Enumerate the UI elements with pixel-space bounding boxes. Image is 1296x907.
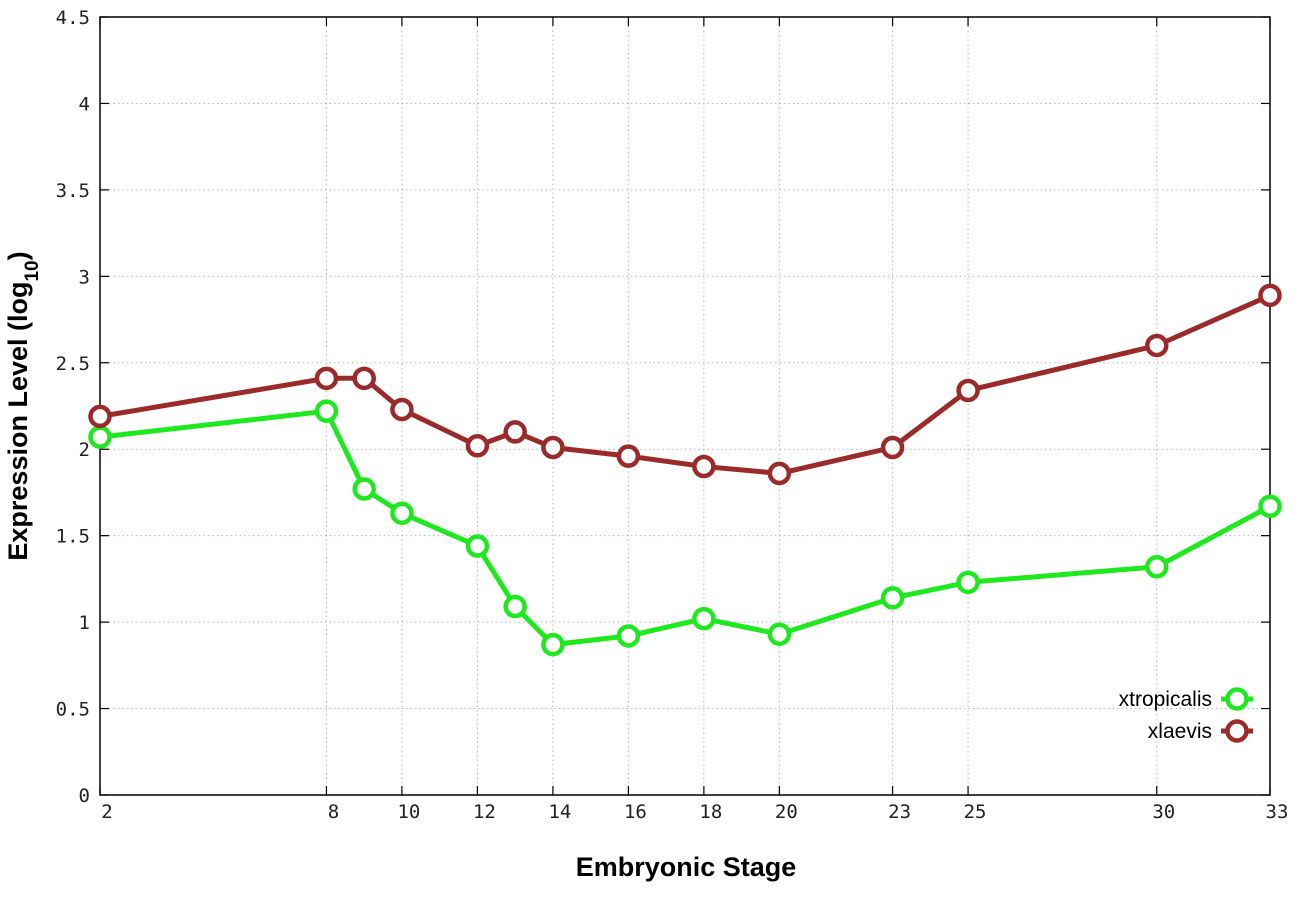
x-tick-label: 10 [397,801,420,823]
x-tick-label: 30 [1152,801,1175,823]
x-tick-label: 14 [548,801,571,823]
data-point-xlaevis [465,434,490,458]
grid-lines [100,17,1270,795]
data-point-xtropicalis [767,622,792,646]
x-tick-label: 12 [473,801,496,823]
series-layer [88,283,1282,657]
y-axis-title: Expression Level (log10) [3,251,43,560]
x-tick-label: 33 [1266,801,1289,823]
legend-swatch-marker-xtropicalis [1225,687,1249,711]
data-point-xlaevis [352,366,376,391]
data-point-xlaevis [956,378,980,403]
data-point-xtropicalis [88,425,112,449]
y-tick-label: 2.5 [56,353,90,375]
data-point-xtropicalis [352,477,376,501]
series-line-xtropicalis [99,408,1272,648]
legend-swatch-marker-xlaevis [1225,719,1249,743]
y-tick-label: 2 [79,439,90,461]
legend-label-xlaevis: xlaevis [1148,720,1212,743]
legend: xtropicalis xlaevis [1119,687,1253,743]
y-tick-label: 0 [79,785,90,807]
data-point-xtropicalis [541,632,565,657]
y-tick-label: 1.5 [56,526,90,548]
data-point-xtropicalis [880,586,905,610]
y-axis-title-close: ) [3,251,33,260]
series-xtropicalis [88,399,1282,657]
y-tick-label: 4 [79,93,90,115]
axis-ticks: 0 0.5 1 1.5 2 2.5 3 3.5 4 4.5 2 8 10 12 14 16 18 20 23 25 30… [56,7,1289,823]
x-axis-title: Embryonic Stage [576,852,797,882]
data-point-xtropicalis [616,624,641,648]
data-point-xtropicalis [1145,555,1169,579]
x-tick-label: 16 [624,801,647,823]
plot-area-border [99,16,1271,796]
y-tick-label: 4.5 [56,7,90,29]
data-point-xlaevis [503,420,527,444]
data-point-xlaevis [767,461,792,486]
data-point-xtropicalis [503,594,527,619]
legend-label-xtropicalis: xtropicalis [1119,688,1212,711]
x-tick-label: 8 [328,801,339,823]
data-point-xtropicalis [692,606,716,631]
x-tick-label: 2 [101,801,112,823]
data-point-xlaevis [880,435,905,460]
y-axis-title-main: Expression Level (log [3,282,33,561]
data-point-xtropicalis [465,534,490,558]
y-tick-label: 1 [79,612,90,634]
data-point-xlaevis [314,366,339,391]
data-point-xlaevis [390,397,414,422]
data-point-xlaevis [616,444,641,468]
y-tick-label: 0.5 [56,699,90,721]
y-tick-label: 3 [79,266,90,288]
series-line-xlaevis [99,293,1272,476]
data-point-xtropicalis [1258,494,1282,519]
data-point-xtropicalis [956,570,980,595]
series-xlaevis [88,283,1282,486]
data-point-xlaevis [692,454,716,479]
data-point-xlaevis [1145,333,1169,358]
x-tick-label: 18 [699,801,722,823]
y-axis-title-subscript: 10 [22,260,43,281]
data-point-xtropicalis [314,399,339,423]
x-tick-label: 23 [888,801,911,823]
data-point-xlaevis [1258,283,1282,308]
data-point-xlaevis [88,404,112,429]
y-tick-label: 3.5 [56,180,90,202]
x-tick-label: 25 [964,801,987,823]
data-point-xlaevis [541,435,565,460]
x-tick-label: 20 [775,801,798,823]
data-point-xtropicalis [390,501,414,525]
